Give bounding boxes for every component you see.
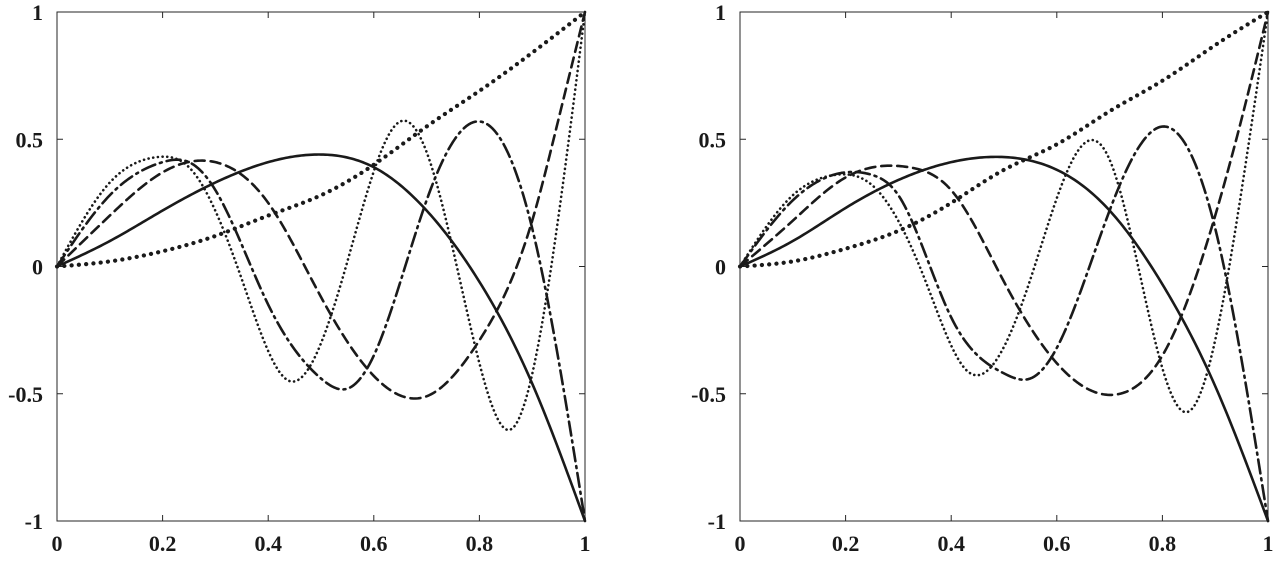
series-line-dashed: [55, 10, 587, 400]
series-line-solid: [738, 155, 1270, 523]
x-tick-label: 0.4: [254, 531, 282, 556]
series-line-dash-dot: [55, 120, 587, 523]
x-tick-label: 0.2: [832, 531, 860, 556]
y-tick-label: -0.5: [691, 382, 726, 407]
series-line-dotted: [738, 10, 1270, 414]
y-tick-label: -1: [25, 509, 43, 534]
x-tick-label: 0: [735, 531, 746, 556]
axes-frame: [56, 11, 586, 522]
x-tick-label: 0: [52, 531, 63, 556]
x-tick-label: 0.8: [466, 531, 494, 556]
chart-panel-right: 0 0.2 0.4 0.6 0.8 1 1 0.5 0 -0.5 -1: [691, 0, 1273, 556]
x-tick-label: 0.8: [1149, 531, 1177, 556]
axes-frame: [739, 11, 1269, 522]
x-tick-label: 1: [1263, 531, 1274, 556]
series-line-heavy-dotted: [54, 9, 588, 269]
series-line-heavy-dotted: [737, 9, 1271, 269]
y-tick-label: 1: [715, 0, 726, 25]
x-tick-label: 0.6: [360, 531, 388, 556]
x-tick-label: 0.2: [149, 531, 177, 556]
x-tick-label: 0.6: [1043, 531, 1071, 556]
y-tick-label: 1: [32, 0, 43, 25]
x-tick-label: 0.4: [937, 531, 965, 556]
y-tick-label: 0.5: [699, 127, 727, 152]
y-tick-label: -0.5: [8, 382, 43, 407]
series-line-dashed: [738, 10, 1270, 397]
y-tick-label: 0: [32, 255, 43, 280]
series-line-solid: [55, 153, 587, 523]
series-line-dotted: [55, 10, 587, 432]
x-tick-label: 1: [580, 531, 591, 556]
chart-panel-left: 0 0.2 0.4 0.6 0.8 1 1 0.5 0 -0.5 -1: [8, 0, 590, 556]
y-tick-label: -1: [708, 509, 726, 534]
y-tick-label: 0.5: [16, 127, 44, 152]
series-line-dash-dot: [738, 125, 1270, 523]
y-tick-label: 0: [715, 255, 726, 280]
